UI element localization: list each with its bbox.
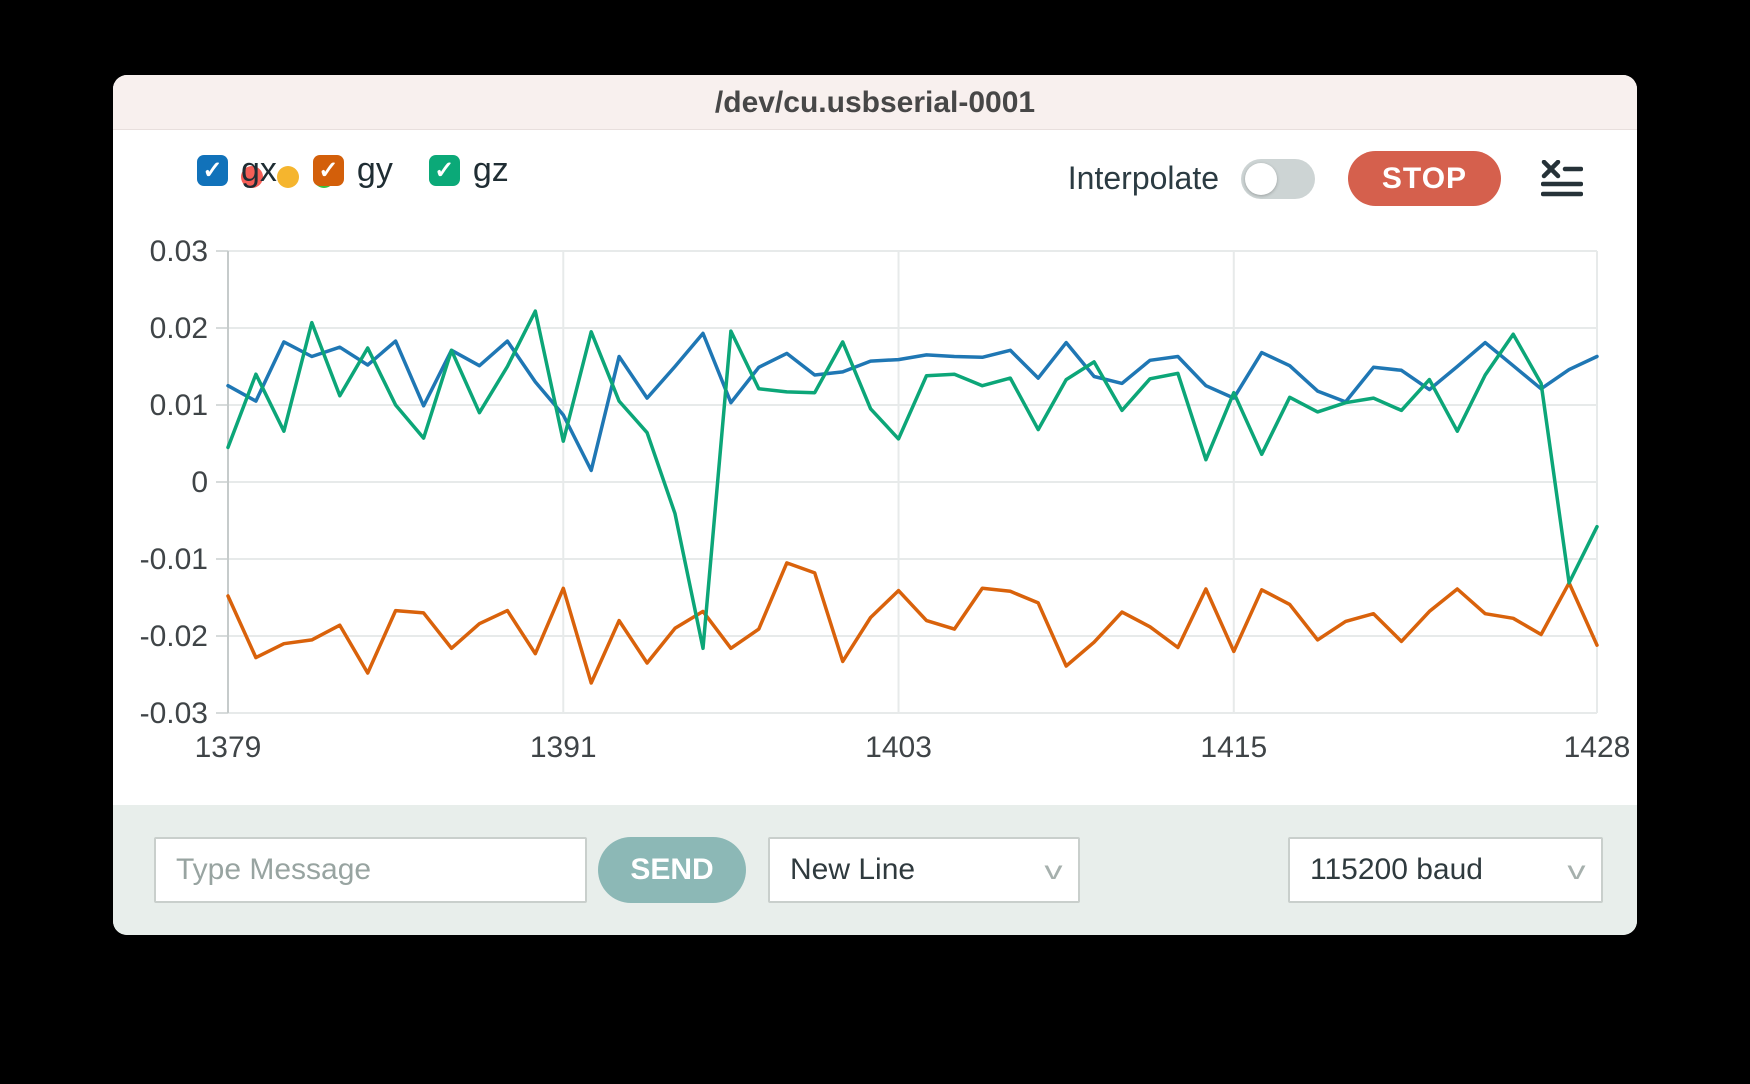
interpolate-label: Interpolate xyxy=(1067,160,1219,196)
svg-text:1391: 1391 xyxy=(530,731,597,764)
svg-text:0.01: 0.01 xyxy=(150,389,208,422)
minimize-button[interactable] xyxy=(277,166,299,188)
interpolate-toggle[interactable] xyxy=(1241,158,1315,199)
series-toggle-gz[interactable]: ✓ gz xyxy=(428,151,509,190)
message-input[interactable] xyxy=(154,837,587,903)
svg-text:1379: 1379 xyxy=(195,731,262,764)
close-button[interactable] xyxy=(241,166,263,188)
send-button[interactable]: SEND xyxy=(598,837,746,903)
baud-rate-value: 115200 baud xyxy=(1310,853,1483,886)
svg-text:-0.02: -0.02 xyxy=(140,620,208,653)
svg-text:-0.01: -0.01 xyxy=(140,543,208,576)
series-toggle-gx[interactable]: ✓ gx xyxy=(197,151,277,190)
window-title: /dev/cu.usbserial-0001 xyxy=(714,86,1036,119)
clear-list-icon[interactable] xyxy=(1540,159,1584,198)
chevron-down-icon: v xyxy=(1044,854,1063,885)
series-label-gx: gx xyxy=(241,151,277,189)
footer-bar: SEND New Line v 115200 baud v xyxy=(113,805,1637,935)
app-window: /dev/cu.usbserial-0001 ✓ gx ✓ gy ✓ gz In… xyxy=(113,75,1637,935)
toolbar-controls: Interpolate STOP xyxy=(1067,151,1584,206)
svg-text:-0.03: -0.03 xyxy=(140,697,208,730)
svg-text:0: 0 xyxy=(191,466,208,499)
series-label-gz: gz xyxy=(472,151,509,189)
baud-rate-select[interactable]: 115200 baud v xyxy=(1288,837,1603,903)
series-legend: ✓ gx ✓ gy ✓ gz xyxy=(197,151,509,190)
svg-text:0.02: 0.02 xyxy=(150,312,208,345)
stop-button[interactable]: STOP xyxy=(1348,151,1501,206)
svg-text:1415: 1415 xyxy=(1200,731,1267,764)
series-toggle-gy[interactable]: ✓ gy xyxy=(312,151,393,190)
checkbox-gy-checked-icon[interactable]: ✓ xyxy=(312,155,344,186)
chevron-down-icon: v xyxy=(1567,854,1586,885)
checkbox-gz-checked-icon[interactable]: ✓ xyxy=(428,155,460,186)
line-ending-select[interactable]: New Line v xyxy=(768,837,1080,903)
title-bar: /dev/cu.usbserial-0001 xyxy=(113,75,1637,130)
checkbox-gx-checked-icon[interactable]: ✓ xyxy=(197,155,228,186)
svg-text:1403: 1403 xyxy=(865,731,932,764)
line-ending-value: New Line xyxy=(790,853,916,886)
svg-text:1428: 1428 xyxy=(1564,731,1631,764)
svg-text:0.03: 0.03 xyxy=(150,235,208,268)
series-label-gy: gy xyxy=(356,151,393,189)
toggle-knob[interactable] xyxy=(1245,162,1277,195)
